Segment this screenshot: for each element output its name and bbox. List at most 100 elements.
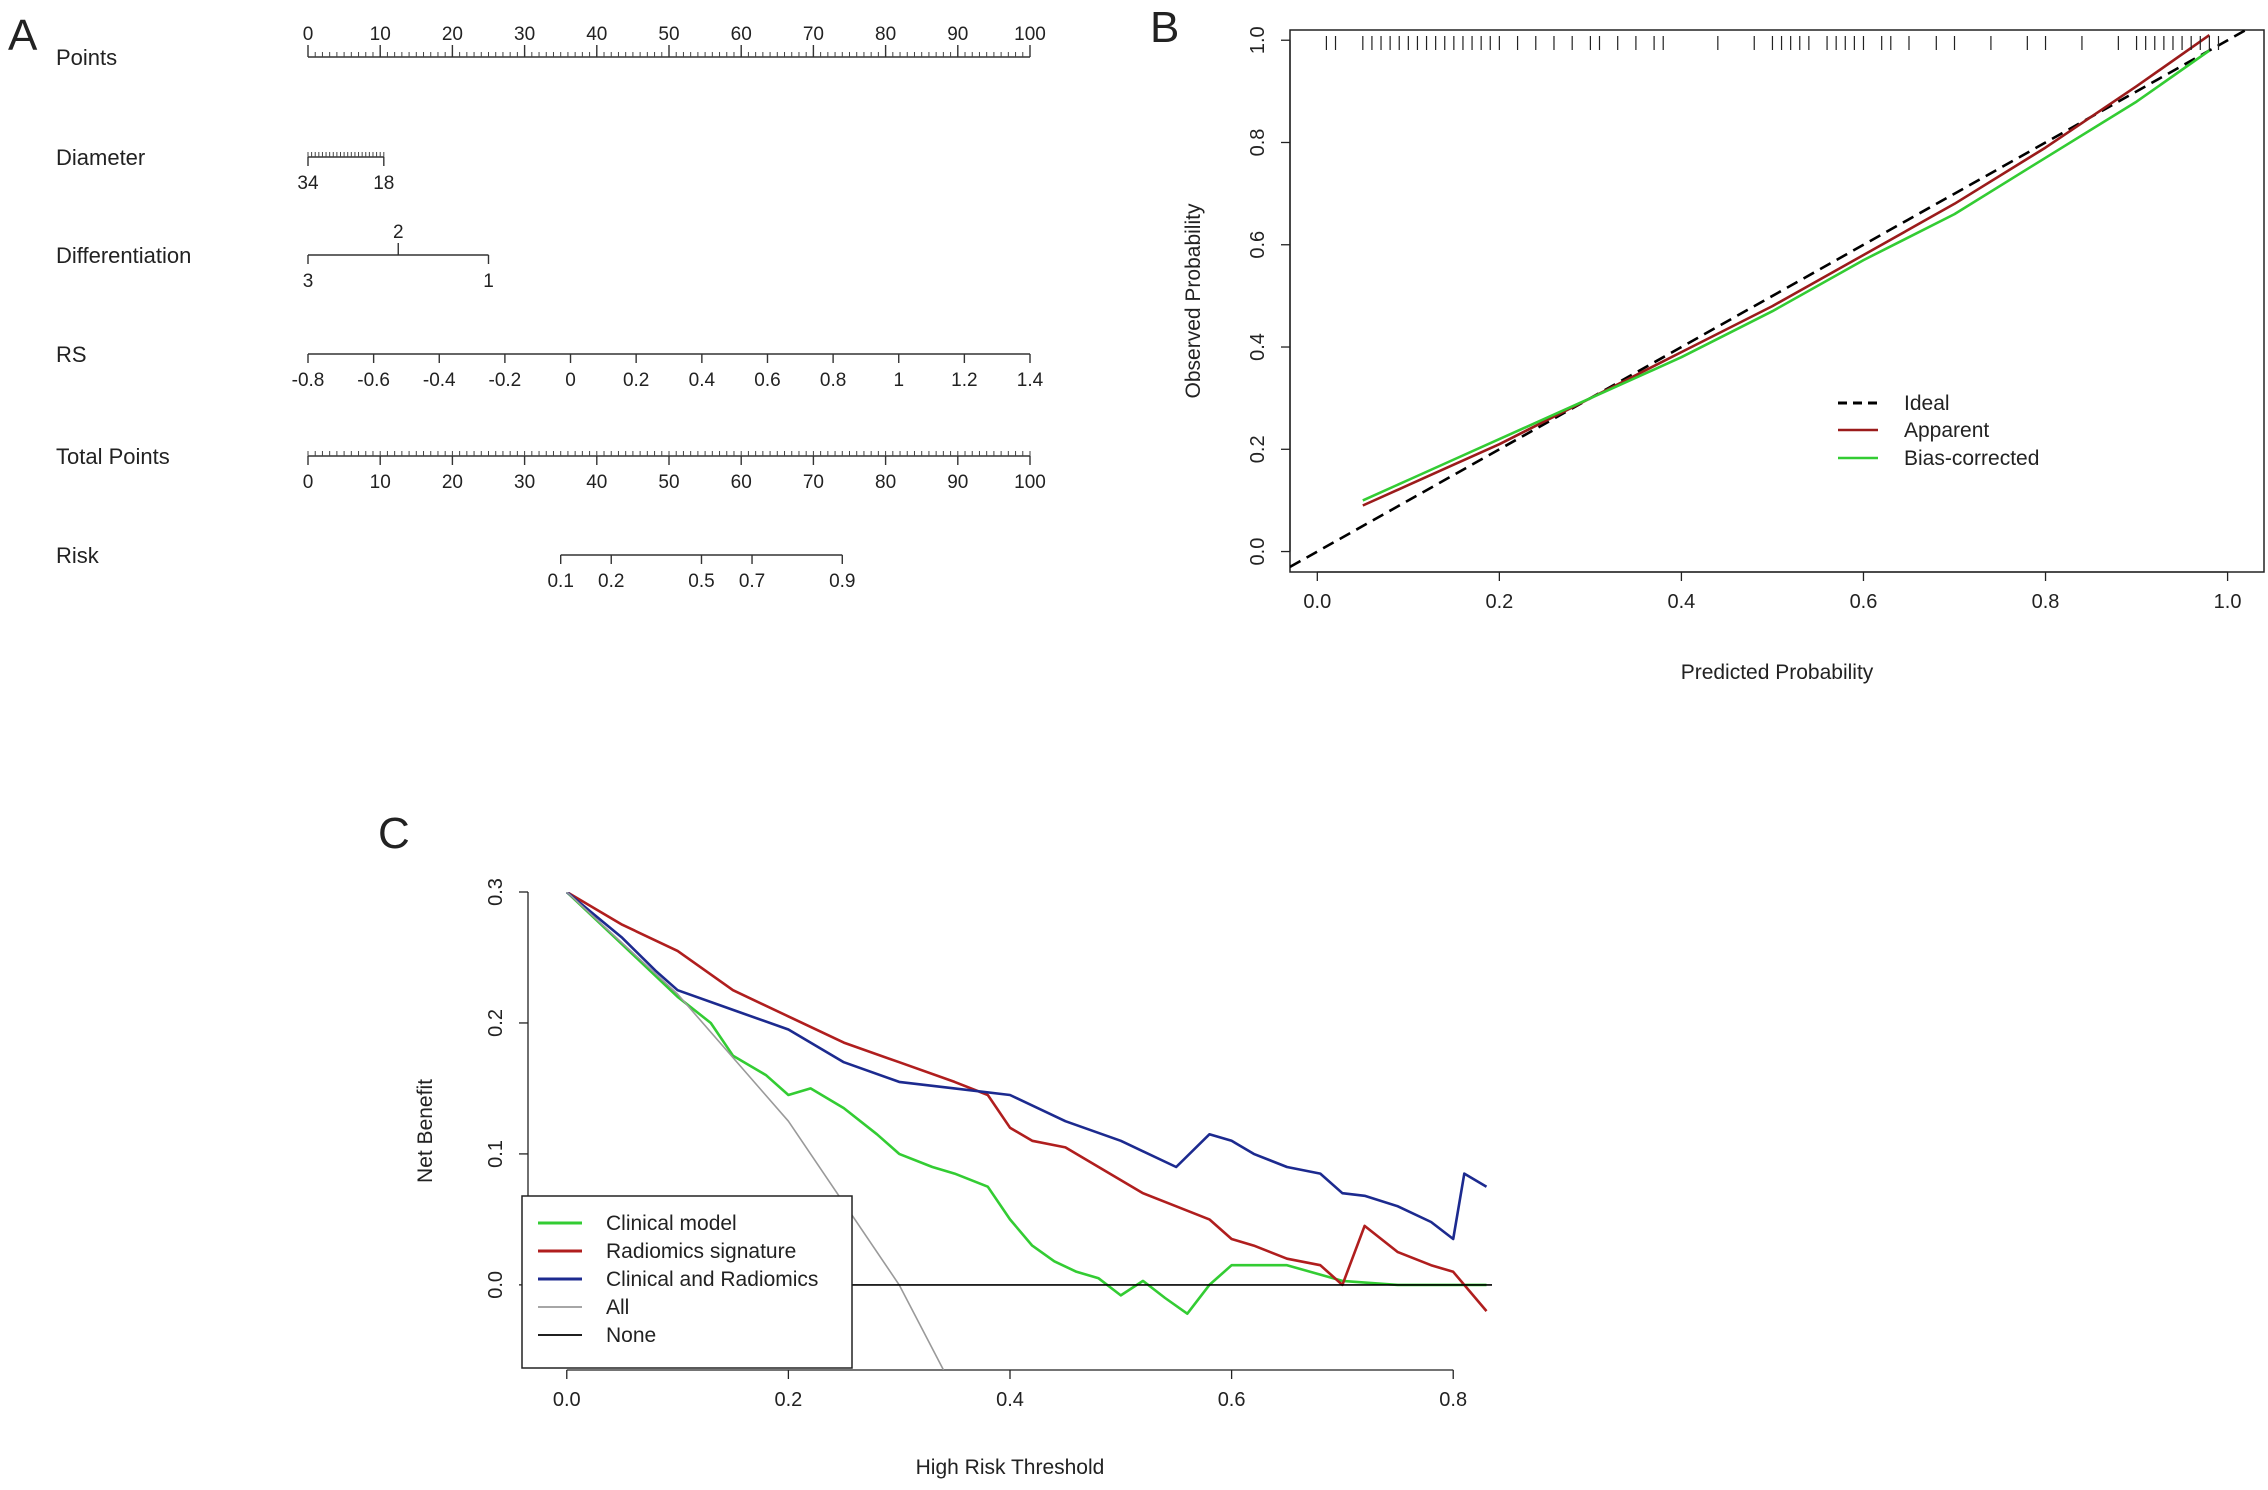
nomogram-tick-label: 30 xyxy=(514,24,535,45)
series-line-radiomics-signature xyxy=(566,892,1488,1312)
x-tick-label: 0.4 xyxy=(1668,591,1696,613)
nomogram-tick-label: 0 xyxy=(565,370,576,391)
y-tick-label: 0.6 xyxy=(1247,231,1269,259)
nomogram-tick-label: 0.5 xyxy=(688,571,714,592)
series-line-all xyxy=(566,892,945,1370)
legend-box xyxy=(521,1195,853,1369)
nomogram-tick-label: 70 xyxy=(803,472,824,493)
nomogram-tick-label: 18 xyxy=(373,173,394,194)
legend-label: Clinical model xyxy=(606,1212,737,1235)
y-tick-label: 0.2 xyxy=(1247,435,1269,463)
nomogram-tick-label: 90 xyxy=(947,472,968,493)
nomogram-tick-label: 0.2 xyxy=(623,370,649,391)
x-tick-label: 1.0 xyxy=(2214,591,2242,613)
nomogram-tick-label: 0.4 xyxy=(689,370,716,391)
nomogram-tick-label: -0.6 xyxy=(357,370,390,391)
x-axis-title: High Risk Threshold xyxy=(916,1456,1105,1479)
nomogram-tick-label: 0.6 xyxy=(754,370,780,391)
nomogram-tick-label: 80 xyxy=(875,24,896,45)
series-line-clinical-model xyxy=(565,892,1487,1315)
y-tick-label: 0.1 xyxy=(485,1140,507,1168)
x-tick-label: 0.0 xyxy=(1303,591,1331,613)
nomogram-tick-label: 70 xyxy=(803,24,824,45)
nomogram-tick-label: 60 xyxy=(731,472,752,493)
nomogram-tick-label: 0.9 xyxy=(829,571,855,592)
decision-curve-plot: 0.0 0.2 0.4 0.6 0.8 0.0 0.1 0.2 0.3 High Risk Thr… xyxy=(414,878,1492,1479)
x-axis-title: Predicted Probability xyxy=(1681,661,1874,684)
legend-label: Radiomics signature xyxy=(606,1240,796,1263)
series-line-ideal xyxy=(1290,30,2249,569)
legend-label: Apparent xyxy=(1904,419,1989,442)
series-line-clinical-and-radiomics xyxy=(565,892,1488,1241)
calibration-plot: 0.0 0.2 0.4 0.6 0.8 1.0 0.0 0.2 0.4 0.6 0.8 1.0 Pred… xyxy=(1182,26,2265,684)
y-tick-label: 1.0 xyxy=(1247,26,1269,54)
legend-label: Ideal xyxy=(1904,392,1950,415)
nomogram-row-name: RS xyxy=(56,342,87,367)
x-tick-label: 0.8 xyxy=(1439,1389,1467,1411)
panel-c-letter: C xyxy=(378,809,410,858)
nomogram-tick-label: -0.2 xyxy=(489,370,522,391)
nomogram-tick-label: 100 xyxy=(1014,472,1046,493)
nomogram-tick-label: 20 xyxy=(442,472,463,493)
nomogram-row-name: Points xyxy=(56,45,117,70)
y-axis-title: Net Benefit xyxy=(414,1079,437,1183)
nomogram-tick-label: 40 xyxy=(586,24,607,45)
panel-b-letter: B xyxy=(1150,3,1179,52)
y-tick-label: 0.3 xyxy=(485,878,507,906)
nomogram-row-name: Diameter xyxy=(56,145,145,170)
nomogram-tick-label: 50 xyxy=(658,24,679,45)
nomogram-tick-label: 60 xyxy=(731,24,752,45)
nomogram-tick-label: 0.1 xyxy=(547,571,573,592)
nomogram-tick-label: 1.2 xyxy=(951,370,977,391)
y-tick-label: 0.4 xyxy=(1247,333,1269,361)
legend-label: All xyxy=(606,1296,629,1319)
series-line-bias-corrected xyxy=(1362,49,2211,502)
panel-c-decision-curve: C 0.0 0.2 0.4 0.6 0.8 0.0 0.1 0.2 0.3 High Risk T… xyxy=(378,809,1492,1479)
nomogram-tick-label: 1 xyxy=(893,370,904,391)
x-tick-label: 0.8 xyxy=(2032,591,2060,613)
nomogram-row-name: Differentiation xyxy=(56,243,191,268)
nomogram-tick-label: 40 xyxy=(586,472,607,493)
nomogram-tick-label: 0 xyxy=(303,472,314,493)
nomogram-tick-label: 10 xyxy=(370,24,391,45)
x-tick-label: 0.6 xyxy=(1850,591,1878,613)
nomogram-tick-label: 50 xyxy=(658,472,679,493)
x-tick-label: 0.6 xyxy=(1218,1389,1246,1411)
nomogram-tick-label: 3 xyxy=(303,271,314,292)
x-tick-label: 0.4 xyxy=(996,1389,1024,1411)
nomogram-tick-label: 30 xyxy=(514,472,535,493)
nomogram-row-name: Total Points xyxy=(56,444,170,469)
plot-frame xyxy=(1289,29,2265,573)
y-tick-label: 0.0 xyxy=(485,1271,507,1299)
series-group xyxy=(1290,30,2249,569)
nomogram-tick-label: 80 xyxy=(875,472,896,493)
legend-label: None xyxy=(606,1324,656,1347)
nomogram-tick-label: 10 xyxy=(370,472,391,493)
nomogram-tick-label: -0.4 xyxy=(423,370,456,391)
nomogram-tick-label: -0.8 xyxy=(292,370,325,391)
nomogram-tick-label: 20 xyxy=(442,24,463,45)
panel-b-calibration: B 0.0 0.2 0.4 0.6 0.8 1.0 0.0 0.2 0.4 0.6 0.8 1.0 Pr… xyxy=(1150,3,2265,684)
legend-label: Bias-corrected xyxy=(1904,447,2039,470)
nomogram-tick-label: 0.2 xyxy=(598,571,624,592)
y-tick-label: 0.8 xyxy=(1247,129,1269,157)
series-line-apparent xyxy=(1362,34,2211,507)
legend-label: Clinical and Radiomics xyxy=(606,1268,818,1291)
x-tick-label: 0.2 xyxy=(1485,591,1513,613)
y-axis-title: Observed Probability xyxy=(1182,203,1205,398)
y-tick-label: 0.0 xyxy=(1247,538,1269,566)
nomogram-tick-label: 34 xyxy=(297,173,319,194)
nomogram-tick-label: 1.4 xyxy=(1017,370,1044,391)
nomogram-tick-label: 0.8 xyxy=(820,370,846,391)
nomogram-tick-label: 0 xyxy=(303,24,314,45)
y-tick-label: 0.2 xyxy=(485,1009,507,1037)
nomogram-tick-label: 90 xyxy=(947,24,968,45)
nomogram-tick-label: 1 xyxy=(483,271,494,292)
nomogram-row-name: Risk xyxy=(56,543,100,568)
panel-a-letter: A xyxy=(8,11,38,60)
x-tick-label: 0.0 xyxy=(553,1389,581,1411)
nomogram-tick-label: 100 xyxy=(1014,24,1046,45)
